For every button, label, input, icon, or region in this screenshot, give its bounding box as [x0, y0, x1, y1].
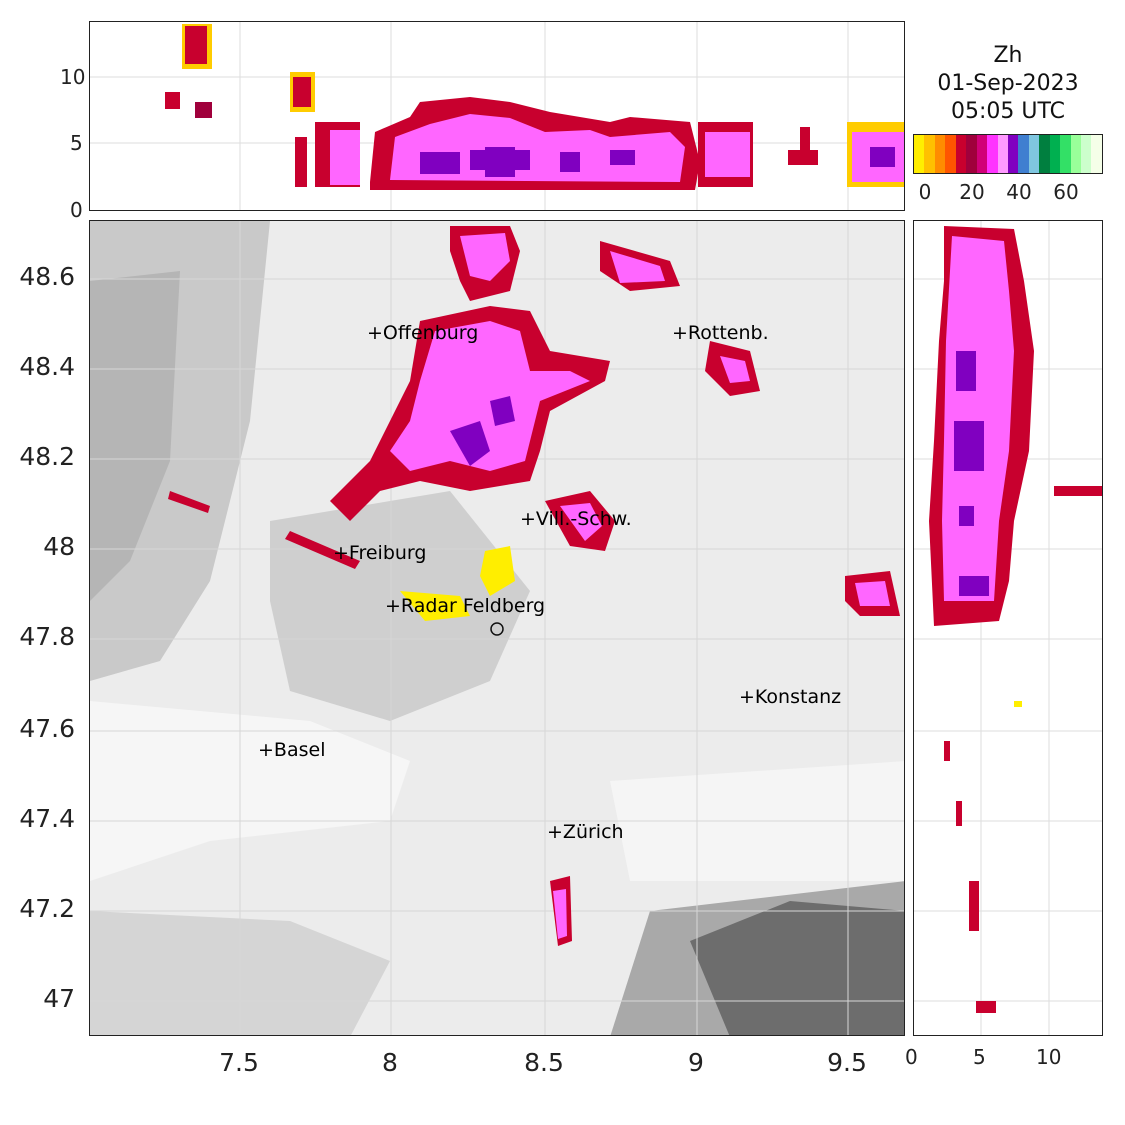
colorbar-swatch [1039, 135, 1050, 173]
right-x-tick: 5 [973, 1045, 986, 1069]
city-label-offenburg: +Offenburg [367, 322, 479, 344]
city-label-radar-feldberg: +Radar Feldberg [385, 595, 546, 617]
colorbar-swatch [1070, 135, 1081, 173]
lon-tick: 8.5 [524, 1048, 564, 1077]
lat-tick: 48.2 [19, 442, 75, 471]
lat-tick: 47.6 [19, 714, 75, 743]
colorbar-swatch [1007, 135, 1019, 173]
lat-tick: 47 [43, 984, 75, 1013]
map-plot [90, 221, 904, 1035]
colorbar-swatch [976, 135, 988, 173]
top-y-tick: 5 [70, 131, 83, 155]
lon-tick: 8 [382, 1048, 398, 1077]
lat-tick: 48 [43, 532, 75, 561]
lon-tick: 9.5 [827, 1048, 867, 1077]
right-cross-section-panel [913, 220, 1103, 1036]
lon-tick: 9 [688, 1048, 704, 1077]
colorbar-swatch [914, 135, 925, 173]
colorbar-swatch [997, 135, 1008, 173]
lat-tick: 48.6 [19, 262, 75, 291]
top-y-tick: 10 [60, 65, 86, 89]
lat-tick: 47.4 [19, 804, 75, 833]
top-y-tick: 0 [70, 198, 83, 222]
colorbar-swatch [924, 135, 935, 173]
colorbar-tick: 40 [1006, 180, 1032, 204]
colorbar-swatch [1028, 135, 1040, 173]
colorbar-swatch [987, 135, 998, 173]
colorbar-swatch [1018, 135, 1029, 173]
colorbar-swatch [955, 135, 967, 173]
colorbar-tick: 60 [1053, 180, 1079, 204]
lat-tick: 48.4 [19, 352, 75, 381]
lat-tick: 47.2 [19, 894, 75, 923]
city-label-basel: +Basel [258, 739, 326, 761]
precip-cells [168, 226, 900, 946]
right-x-tick: 0 [905, 1045, 918, 1069]
colorbar-swatch [945, 135, 956, 173]
colorbar-swatch [966, 135, 977, 173]
title-block: Zh 01-Sep-2023 05:05 UTC [913, 42, 1103, 126]
lon-tick: 7.5 [219, 1048, 259, 1077]
map-panel [89, 220, 905, 1036]
variable-title: Zh [993, 43, 1023, 68]
colorbar-swatch [934, 135, 946, 173]
city-label-freiburg: +Freiburg [333, 542, 427, 564]
right-cross-section-plot [914, 221, 1102, 1035]
colorbar-swatch [1049, 135, 1061, 173]
colorbar [913, 134, 1103, 174]
colorbar-tick: 0 [918, 180, 932, 204]
top-cross-section-panel [89, 21, 905, 211]
city-label-konstanz: +Konstanz [739, 686, 842, 708]
date-title: 01-Sep-2023 [937, 71, 1079, 96]
lat-tick: 47.8 [19, 622, 75, 651]
city-label-villingen: +Vill.-Schw. [520, 508, 632, 530]
colorbar-tick: 20 [959, 180, 985, 204]
colorbar-swatch [1081, 135, 1092, 173]
right-x-tick: 10 [1036, 1045, 1062, 1069]
city-label-zurich: +Zürich [547, 821, 624, 843]
top-cross-section-plot [90, 22, 904, 210]
radar-site-marker [490, 622, 504, 636]
city-label-rottenburg: +Rottenb. [672, 322, 769, 344]
time-title: 05:05 UTC [950, 99, 1065, 124]
colorbar-swatch [1091, 135, 1102, 173]
colorbar-swatch [1060, 135, 1071, 173]
